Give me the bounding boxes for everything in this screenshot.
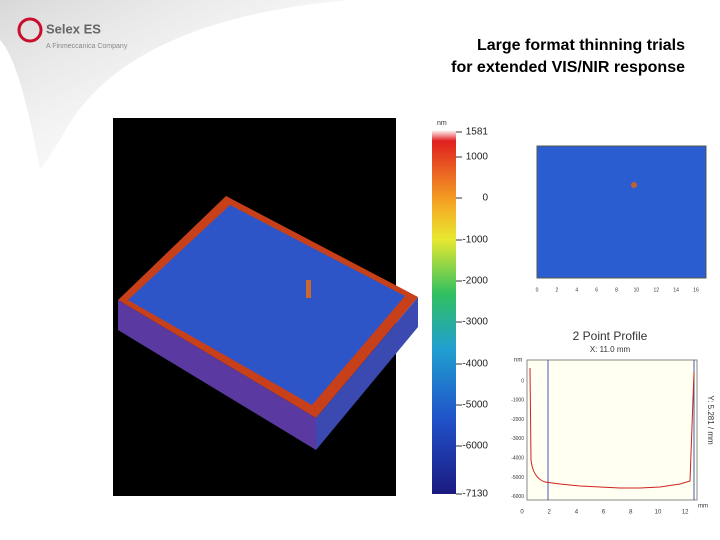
profile-x-tick-label: 12 (682, 510, 689, 516)
logo-tagline: A Finmeccanica Company (46, 43, 128, 50)
colorbar-unit: nm (437, 120, 447, 127)
surface-floor (128, 205, 405, 405)
profile-x-tick-label: 2 (548, 510, 552, 516)
logo-mark (17, 17, 43, 43)
colorbar (432, 130, 456, 494)
colorbar-label: -3000 (462, 317, 488, 328)
map-x-tick-label: 16 (693, 287, 699, 293)
profile-side-label: Y: 5.281 / mm (706, 395, 715, 445)
colorbar-label: -4000 (462, 359, 488, 370)
profile-y-tick-label: -1000 (511, 398, 524, 404)
map-image (536, 145, 707, 279)
profile-x-tick-label: 8 (629, 510, 633, 516)
title: for extended VIS/NIR response (451, 59, 685, 76)
colorbar-label: -5000 (462, 400, 488, 411)
profile-x-tick-label: 4 (575, 510, 579, 516)
map-x-tick-label: 12 (654, 287, 660, 293)
profile-y-tick-label: -6000 (511, 494, 524, 500)
logo-name: Selex ES (46, 21, 101, 36)
map-x-tick-label: 8 (615, 287, 618, 293)
map-x-tick-label: 10 (634, 287, 640, 293)
title: Large format thinning trials (477, 37, 685, 54)
profile-title: 2 Point Profile (573, 329, 648, 343)
map-x-tick-label: 14 (673, 287, 679, 293)
colorbar-label: 1000 (466, 152, 489, 163)
colorbar-label: 0 (482, 193, 488, 204)
map-x-tick-label: 6 (595, 287, 598, 293)
profile-y-tick-label: -3000 (511, 436, 524, 442)
profile-line (529, 367, 695, 489)
colorbar-label: -7130 (462, 489, 488, 500)
profile-y-unit: nm (514, 358, 522, 364)
profile-x-tick-label: 0 (520, 510, 524, 516)
map-x-tick-label: 2 (555, 287, 558, 293)
colorbar-label: -1000 (462, 235, 488, 246)
profile-plot (526, 359, 698, 501)
profile-y-tick-label: 0 (521, 378, 524, 384)
profile-x-unit: mm (698, 504, 708, 510)
colorbar-label: -6000 (462, 441, 488, 452)
profile-x-tick-label: 10 (655, 510, 662, 516)
profile-subtitle: X: 11.0 mm (590, 345, 631, 354)
profile-y-tick-label: -4000 (511, 456, 524, 462)
swoosh (0, 0, 350, 170)
profile-x-tick-label: 6 (602, 510, 606, 516)
colorbar-label: -2000 (462, 276, 488, 287)
surface-side (118, 300, 316, 450)
colorbar-label: 1581 (466, 127, 489, 138)
map-x-tick-label: 4 (575, 287, 578, 293)
surface-spike (306, 280, 311, 298)
map-spot (631, 182, 637, 188)
profile-y-tick-label: -5000 (511, 475, 524, 481)
surface-side (316, 297, 418, 450)
map-x-tick-label: 0 (536, 287, 539, 293)
profile-y-tick-label: -2000 (511, 417, 524, 423)
